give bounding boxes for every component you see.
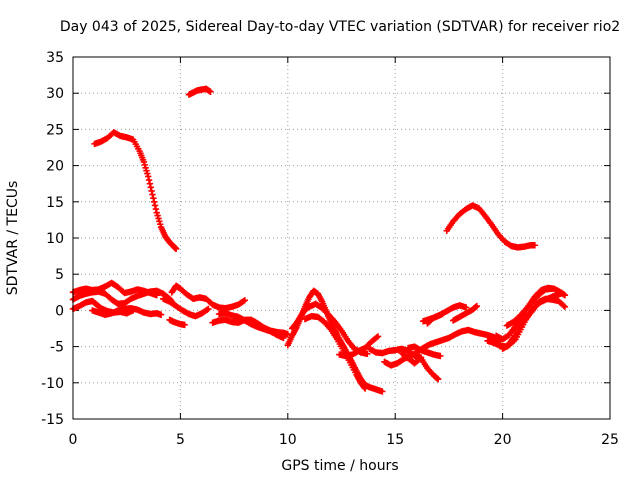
data-points [69, 85, 569, 395]
x-tick-labels: 0 5 10 15 20 25 [69, 432, 619, 448]
data-point [462, 304, 470, 311]
data-point [147, 184, 154, 191]
data-point [561, 303, 569, 310]
x-tick-label: 10 [279, 432, 297, 448]
chart-title: Day 043 of 2025, Sidereal Day-to-day VTE… [60, 19, 620, 35]
data-point [181, 321, 188, 329]
data-point [153, 291, 160, 299]
data-point [379, 388, 386, 395]
series-track-t [404, 343, 444, 360]
data-point [148, 187, 155, 195]
x-tick-label: 20 [494, 432, 512, 448]
series-track-w [449, 302, 481, 324]
series-track-r [381, 326, 504, 369]
y-tick-labels: -15 -10 -5 0 5 10 15 20 25 30 35 [41, 50, 64, 428]
data-point [361, 384, 368, 391]
series-track-g [89, 305, 165, 318]
data-point [241, 297, 249, 304]
series-track-a [91, 129, 180, 253]
series-track-aa [503, 285, 556, 329]
data-point [149, 191, 156, 198]
data-point [439, 310, 446, 318]
series-track-e [69, 279, 160, 299]
series-track-n [288, 300, 371, 358]
data-point [434, 375, 442, 383]
plot-frame [72, 56, 611, 420]
series-track-h [168, 282, 249, 312]
data-point [240, 297, 247, 305]
y-tick-label: 0 [55, 303, 64, 319]
x-tick-label: 25 [601, 432, 619, 448]
data-point [207, 88, 214, 95]
data-point [561, 291, 569, 299]
data-point [280, 334, 287, 342]
x-tick-label: 0 [69, 432, 78, 448]
x-axis-label: GPS time / hours [281, 458, 398, 474]
data-point [560, 302, 567, 309]
series-track-b [185, 85, 214, 98]
series-track-j [166, 316, 188, 329]
data-point [203, 306, 211, 314]
series-track-v [419, 310, 446, 325]
data-point [374, 333, 382, 340]
data-point [437, 352, 444, 360]
data-point [557, 290, 564, 297]
series-track-c [443, 202, 539, 251]
y-tick-label: -15 [41, 412, 64, 428]
x-tick-label: 5 [176, 432, 185, 448]
data-point [150, 198, 158, 205]
data-point [361, 385, 369, 392]
data-point [150, 194, 157, 202]
data-point [172, 245, 180, 253]
y-tick-label: 15 [46, 195, 64, 211]
series-track-p [336, 333, 382, 360]
y-tick-label: 30 [46, 86, 64, 102]
series-track-z [499, 290, 564, 352]
data-point [205, 305, 212, 313]
y-tick-label: -10 [41, 376, 64, 392]
data-point [548, 285, 556, 292]
y-tick-label: 10 [46, 231, 64, 247]
x-tick-label: 15 [386, 432, 404, 448]
y-tick-label: 5 [55, 267, 64, 283]
y-tick-label: 25 [46, 122, 64, 138]
data-point [145, 176, 153, 184]
data-point [157, 311, 165, 318]
series-track-l [215, 310, 287, 342]
data-point [152, 205, 160, 213]
data-point [144, 173, 152, 180]
data-point [531, 242, 539, 249]
data-point [146, 180, 154, 187]
series-track-s [398, 349, 442, 383]
series-track-i [160, 295, 212, 320]
y-tick-label: -5 [50, 340, 64, 356]
data-point [373, 334, 380, 341]
y-tick-label: 20 [46, 159, 64, 175]
y-tick-label: 35 [46, 50, 64, 66]
data-point [151, 202, 159, 209]
series-track-q [366, 345, 425, 361]
data-point [510, 337, 518, 344]
data-point [473, 302, 481, 310]
y-axis-label: SDTVAR / TECUs [5, 181, 21, 296]
data-point [364, 350, 371, 358]
